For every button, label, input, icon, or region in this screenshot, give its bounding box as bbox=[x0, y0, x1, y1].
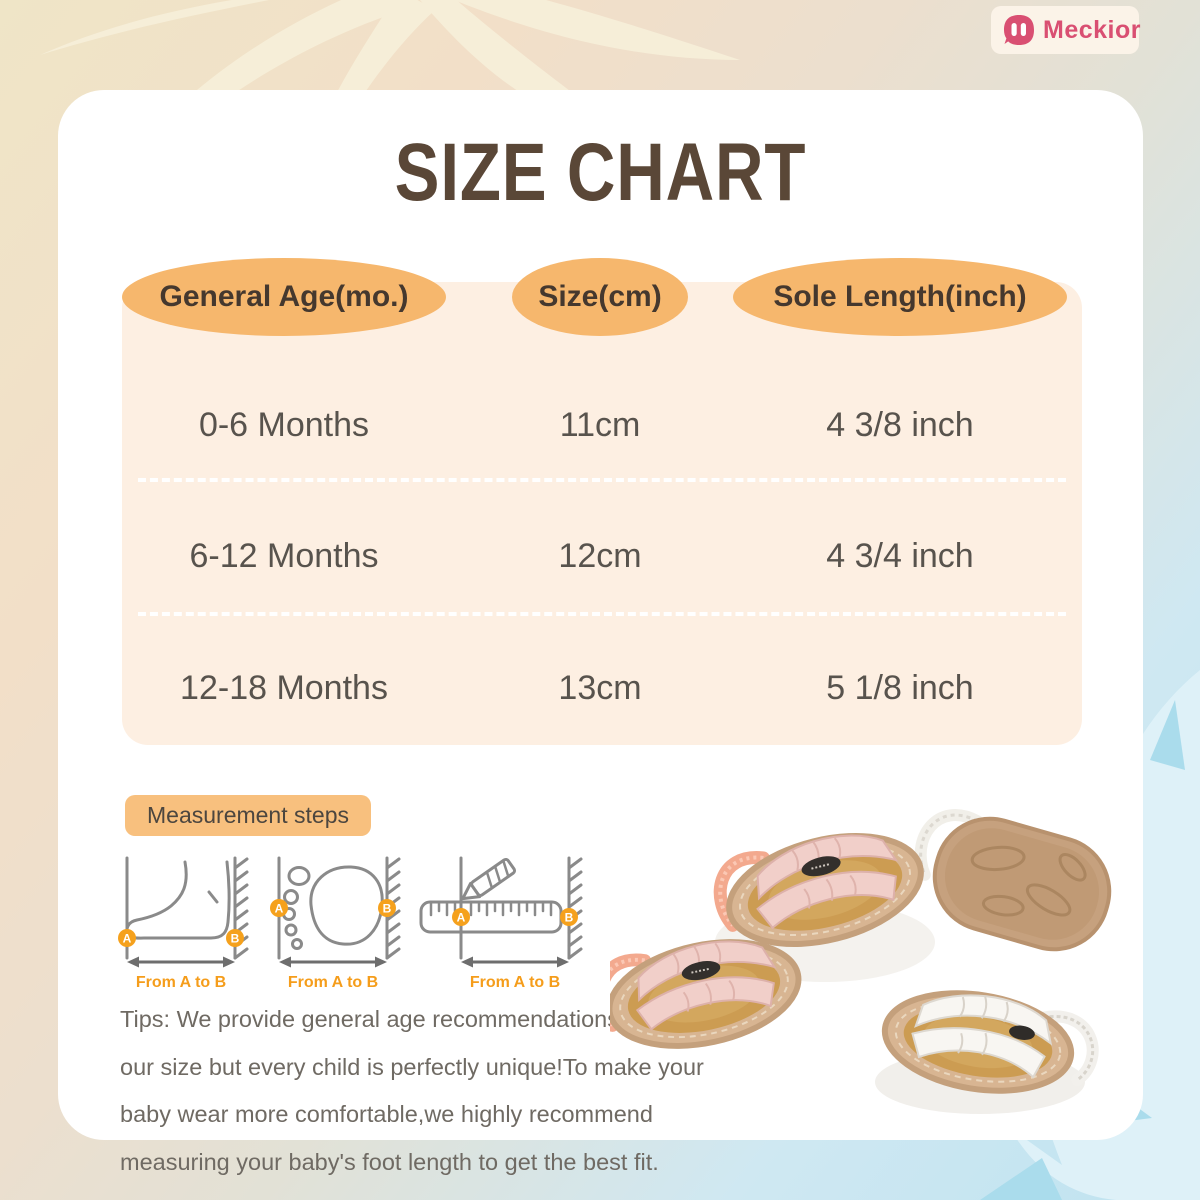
page-title: SIZE CHART bbox=[394, 127, 807, 218]
pencil-icon bbox=[461, 857, 517, 901]
table-row: 0-6 Months 11cm 4 3/8 inch bbox=[122, 404, 1082, 446]
sole-length-cell: 5 1/8 inch bbox=[826, 669, 974, 707]
meckior-m-icon bbox=[1004, 15, 1034, 45]
size-cell: 13cm bbox=[558, 669, 642, 707]
point-b-label: B bbox=[565, 911, 574, 925]
point-b-label: B bbox=[383, 902, 392, 916]
brand-logo: Meckior bbox=[991, 6, 1141, 54]
white-sandal bbox=[881, 990, 1099, 1094]
age-cell: 12-18 Months bbox=[180, 669, 388, 707]
age-cell: 6-12 Months bbox=[189, 537, 379, 575]
tips-line: measuring your baby's foot length to get… bbox=[120, 1148, 659, 1175]
point-a-label: A bbox=[457, 911, 466, 925]
column-header-size: Size(cm) bbox=[512, 258, 688, 336]
ruler-diagram bbox=[419, 856, 583, 960]
tips-line: Tips: We provide general age recommendat… bbox=[120, 1006, 737, 1032]
row-divider bbox=[138, 612, 1066, 616]
diagram-caption: From A to B bbox=[136, 974, 226, 991]
tips-line: our size but every child is perfectly un… bbox=[120, 1053, 704, 1080]
column-header-sole-length: Sole Length(inch) bbox=[733, 258, 1067, 336]
row-divider bbox=[138, 478, 1066, 482]
content-card: SIZE CHART General Age(mo.) Size(cm) Sol… bbox=[58, 90, 1143, 1175]
pink-sandal bbox=[610, 939, 802, 1049]
brand-name: Meckior bbox=[1043, 15, 1141, 44]
table-row: 12-18 Months 13cm 5 1/8 inch bbox=[122, 667, 1082, 709]
product-photo bbox=[610, 809, 1112, 1114]
tips-line: baby wear more comfortable,we highly rec… bbox=[120, 1101, 653, 1127]
sole-length-cell: 4 3/4 inch bbox=[826, 537, 974, 575]
size-cell: 12cm bbox=[558, 537, 642, 575]
measurement-diagrams: A B A B A B From A to B From A to B From… bbox=[118, 856, 583, 991]
pink-sandal bbox=[713, 833, 924, 947]
age-cell: 0-6 Months bbox=[198, 406, 370, 444]
column-header-age: General Age(mo.) bbox=[122, 258, 446, 336]
tips-text: Tips: We provide general age recommendat… bbox=[120, 996, 737, 1186]
point-a-label: A bbox=[275, 902, 284, 916]
size-cell: 11cm bbox=[559, 406, 641, 444]
sole-up-sandal bbox=[914, 809, 1112, 952]
diagram-caption: From A to B bbox=[288, 974, 378, 991]
size-table-background bbox=[122, 282, 1082, 745]
point-b-label: B bbox=[231, 932, 240, 946]
size-table: General Age(mo.) Size(cm) Sole Length(in… bbox=[122, 258, 1082, 745]
measure-point-markers: A B A B A B bbox=[118, 899, 578, 947]
diagram-caption: From A to B bbox=[470, 974, 560, 991]
sole-length-cell: 4 3/8 inch bbox=[826, 406, 974, 444]
point-a-label: A bbox=[123, 932, 132, 946]
measurement-steps-badge: Measurement steps bbox=[125, 795, 371, 836]
table-row: 6-12 Months 12cm 4 3/4 inch bbox=[122, 535, 1082, 577]
